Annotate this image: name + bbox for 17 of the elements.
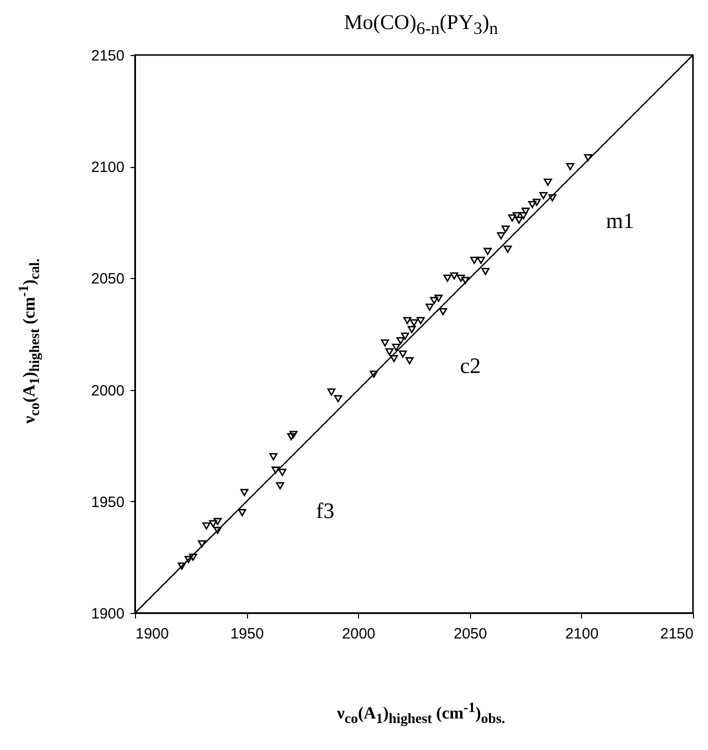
- annotation: c2: [460, 353, 481, 378]
- y-tick-label: 2150: [91, 48, 124, 64]
- x-tick-label: 2050: [454, 626, 487, 642]
- y-tick-label: 2050: [91, 270, 124, 288]
- x-tick-label: 2100: [565, 626, 599, 642]
- annotation: m1: [606, 208, 634, 233]
- y-tick-label: 1900: [91, 606, 124, 622]
- y-tick-label: 1950: [91, 494, 124, 511]
- annotation: f3: [316, 498, 334, 523]
- x-tick-label: 2000: [342, 626, 376, 642]
- x-tick-label: 1950: [230, 626, 264, 642]
- y-tick-label: 2000: [91, 382, 124, 400]
- y-tick-label: 2100: [91, 159, 124, 176]
- chart-title: Mo(CO)$_{6-n}$(PY$_{3}$)$_{n}$: [342, 10, 499, 40]
- x-tick-label: 1900: [136, 626, 169, 642]
- text: ν$_{co}$(A$_{1}$)$_{highest}$ (cm$^{-1}$)$_{obs.}$: [336, 700, 506, 728]
- x-tick-label: 2150: [660, 626, 694, 642]
